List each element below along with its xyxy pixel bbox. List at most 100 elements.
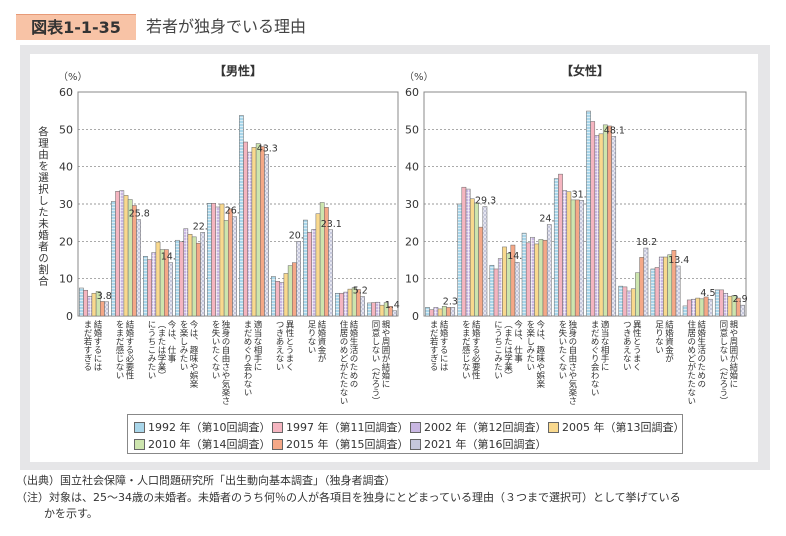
bar-1997	[719, 289, 724, 317]
bar-2010	[255, 143, 261, 317]
bar-2021	[675, 265, 681, 317]
bar-2005	[283, 273, 289, 317]
bar-1997	[525, 242, 531, 317]
bar-2002	[562, 190, 568, 317]
bar-2021	[546, 224, 552, 317]
bar-2002	[691, 298, 696, 317]
category-label: 結婚生活のための 住居のめどがたたない	[338, 320, 358, 405]
y-tick-label: 30	[405, 198, 419, 211]
data-label: 13.4	[668, 255, 689, 266]
source-note: （出典）国立社会保障・人口問題研究所「出生動向基本調査」（独身者調査）	[16, 474, 396, 487]
bar-1992	[425, 307, 430, 317]
bar-2002	[626, 290, 632, 317]
bar-2021	[514, 261, 520, 317]
bar-2015	[100, 301, 105, 317]
bar-1997	[654, 267, 660, 317]
bar-2002	[530, 236, 535, 317]
category-label: 結婚する必要性 をまだ感じない	[114, 320, 134, 380]
bar-2005	[315, 213, 321, 317]
bar-2021	[168, 262, 173, 317]
bar-2021	[232, 216, 237, 317]
legend-swatch	[410, 421, 421, 433]
data-label: 4.5	[700, 288, 715, 299]
category-label: 結婚資金が 足りない	[653, 320, 674, 363]
y-axis-label: 各理由を選択した未婚者の割合	[37, 126, 49, 287]
bar-2002	[247, 151, 253, 317]
bar-2002	[497, 258, 503, 317]
bar-1997	[115, 191, 120, 317]
bar-2005	[219, 203, 225, 317]
bar-1992	[239, 115, 244, 317]
bar-2002	[433, 307, 439, 317]
bar-2002	[658, 256, 664, 317]
bar-1997	[339, 292, 344, 317]
data-label: 1.4	[385, 300, 400, 311]
bar-2010	[570, 199, 576, 317]
chart-title: 【男性】	[214, 63, 262, 78]
bar-2005	[91, 292, 97, 317]
bar-2005	[663, 256, 668, 317]
bar-1992	[586, 110, 591, 317]
bar-1997	[83, 289, 88, 317]
bar-2015	[574, 199, 580, 317]
y-tick-label: 50	[405, 123, 419, 136]
category-label: 異性とうまく つきあえない	[621, 320, 642, 371]
category-label: 親や周囲が結婚に 同意しない（だろう）	[370, 320, 390, 405]
legend-swatch	[134, 438, 145, 450]
bar-1992	[111, 201, 116, 317]
bar-2021	[296, 241, 301, 317]
bar-2005	[155, 241, 161, 317]
legend-label: 2010 年（第14回調査）	[148, 438, 271, 451]
bar-2010	[602, 124, 608, 317]
data-label: 24.5	[539, 214, 560, 225]
bar-2005	[534, 243, 540, 317]
bar-2021	[360, 296, 365, 317]
bar-2002	[375, 301, 381, 317]
legend-item-1992: 1992 年（第10回調査）	[134, 419, 271, 435]
category-label: 結婚資金が 足りない	[306, 320, 326, 363]
category-label: 今は、趣味や娯楽 を楽しみたい	[178, 320, 198, 388]
bar-2015	[607, 125, 612, 317]
bar-2002	[151, 252, 157, 317]
bar-2005	[187, 233, 193, 317]
data-label: 25.8	[129, 209, 150, 220]
bar-1997	[147, 259, 152, 317]
bar-2002	[723, 292, 729, 317]
data-label: 14.4	[507, 251, 528, 262]
bar-2002	[215, 206, 221, 317]
data-label: 26.6	[225, 206, 246, 217]
bar-2010	[287, 265, 293, 317]
bar-2021	[450, 307, 456, 317]
bar-1992	[489, 264, 495, 317]
figure-title: 若者が独身でいる理由	[146, 17, 307, 36]
bar-2002	[343, 291, 349, 317]
data-label: 22.4	[193, 221, 214, 232]
bar-1992	[175, 239, 180, 317]
bar-2010	[191, 236, 197, 317]
bar-2021	[740, 304, 745, 317]
bar-1992	[303, 219, 308, 317]
y-tick-label: 40	[59, 161, 73, 174]
bar-2005	[347, 288, 353, 317]
y-tick-label: 0	[66, 310, 73, 323]
legend-item-2021: 2021 年（第16回調査）	[410, 436, 547, 452]
bar-1997	[243, 141, 248, 317]
category-label: 結婚する必要性 をまだ感じない	[460, 320, 481, 380]
bar-1992	[714, 289, 720, 317]
bar-1992	[553, 178, 559, 317]
bar-1997	[429, 309, 435, 317]
bar-1992	[521, 232, 527, 317]
y-tick-label: 10	[59, 273, 73, 286]
bar-1997	[493, 268, 499, 317]
data-label: 2.3	[443, 296, 458, 307]
bar-1992	[207, 203, 212, 317]
bar-2005	[630, 288, 636, 317]
legend-item-1997: 1997 年（第11回調査）	[272, 419, 409, 435]
legend-item-2002: 2002 年（第12回調査）	[410, 419, 547, 435]
bar-2015	[703, 296, 709, 317]
bar-1992	[367, 302, 372, 317]
bar-2010	[223, 220, 229, 317]
bar-1997	[622, 286, 628, 317]
bar-2002	[594, 135, 600, 317]
bar-1992	[143, 256, 148, 317]
